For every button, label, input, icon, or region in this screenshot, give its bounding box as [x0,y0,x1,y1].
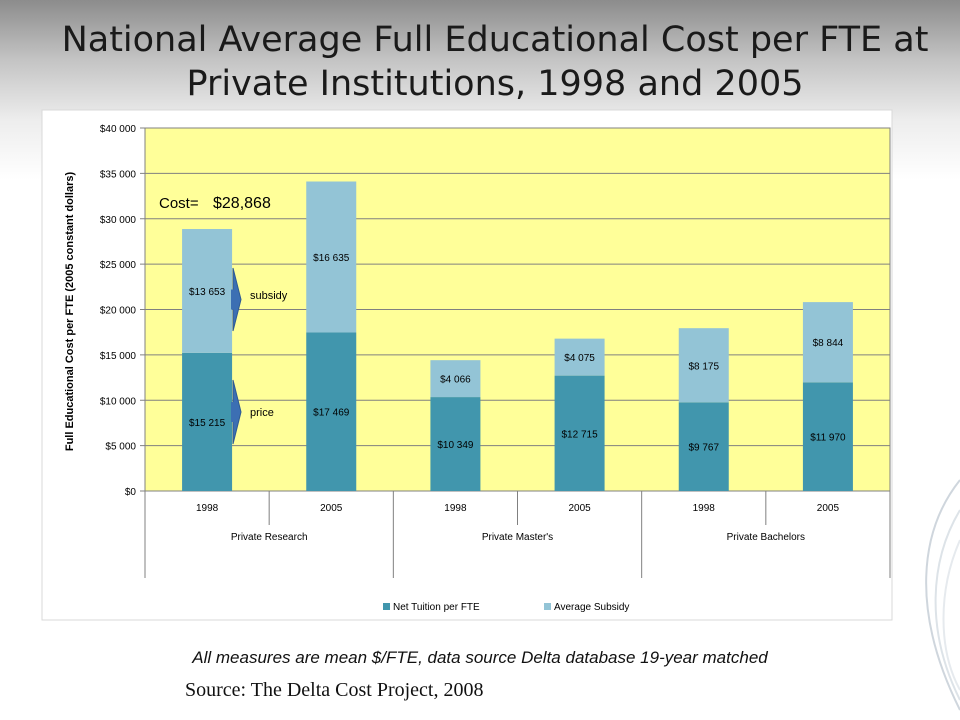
data-label: $4 075 [564,353,595,364]
data-label: $15 215 [189,418,226,429]
legend-swatch [544,603,551,610]
bar-average-subsidy [306,181,357,333]
cost-annotation-prefix: Cost= [159,195,199,212]
legend-label: Average Subsidy [554,602,629,613]
bar-average-subsidy [554,338,605,376]
source-citation: Source: The Delta Cost Project, 2008 [185,679,484,701]
data-label: $13 653 [189,287,226,298]
data-label: $16 635 [313,253,350,264]
price-bracket-arrow-stem [231,402,236,422]
data-label: $10 349 [437,440,474,451]
data-label: $9 767 [688,443,719,454]
title-line-2: Private Institutions, 1998 and 2005 [186,64,804,104]
title-line-1: National Average Full Educational Cost p… [61,20,929,60]
subsidy-annotation: subsidy [250,290,288,302]
bar-net-tuition [430,397,481,491]
legend-swatch [383,603,390,610]
footnote: All measures are mean $/FTE, data source… [192,648,768,667]
x-tick-label: 2005 [320,503,343,514]
x-tick-label: 2005 [817,503,840,514]
decorative-swirl [925,479,960,711]
cost-annotation-value: $28,868 [213,195,271,212]
y-tick-label: $5 000 [105,442,136,453]
x-tick-label: 2005 [568,503,591,514]
y-tick-label: $35 000 [100,169,137,180]
group-label: Private Bachelors [727,532,805,543]
data-label: $12 715 [562,429,599,440]
data-label: $4 066 [440,375,471,386]
y-tick-label: $25 000 [100,260,137,271]
bar-average-subsidy [182,229,233,353]
subsidy-bracket-arrow-stem [231,289,236,310]
y-axis-label: Full Educational Cost per FTE (2005 cons… [64,172,76,452]
group-label: Private Master's [482,532,553,543]
data-label: $17 469 [313,408,350,419]
group-label: Private Research [231,532,308,543]
bar-net-tuition [678,402,729,491]
y-tick-label: $15 000 [100,351,137,362]
bar-average-subsidy [678,328,729,403]
x-tick-label: 1998 [693,503,716,514]
data-label: $8 844 [813,338,844,349]
bar-net-tuition [182,352,233,491]
bar-net-tuition [554,375,605,491]
y-tick-label: $30 000 [100,215,137,226]
legend-label: Net Tuition per FTE [393,602,480,613]
slide-title: National Average Full Educational Cost p… [0,18,960,106]
x-tick-label: 1998 [444,503,467,514]
data-label: $8 175 [688,361,719,372]
bar-net-tuition [306,332,357,491]
bar-average-subsidy [430,360,481,398]
y-tick-label: $20 000 [100,306,137,317]
y-tick-label: $0 [125,487,137,498]
bar-average-subsidy [802,302,853,383]
y-tick-label: $10 000 [100,396,137,407]
data-label: $11 970 [810,433,846,444]
y-tick-label: $40 000 [100,124,137,135]
x-tick-label: 1998 [196,503,219,514]
bar-net-tuition [802,382,853,491]
price-annotation: price [250,407,274,419]
